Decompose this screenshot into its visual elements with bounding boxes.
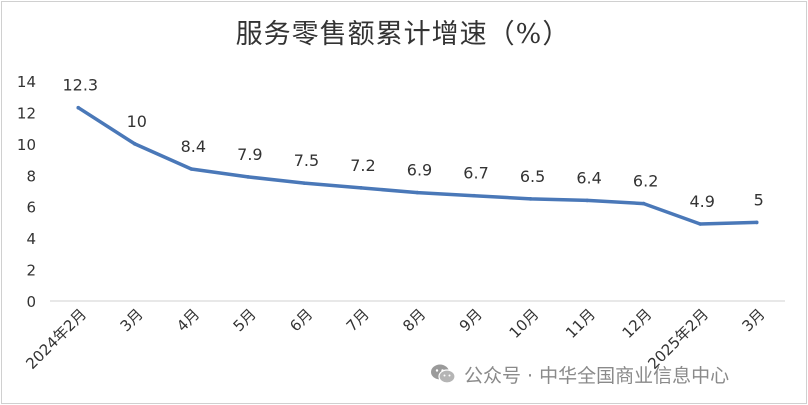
data-label: 4.9 <box>689 192 714 211</box>
x-tick-label: 10月 <box>506 305 543 342</box>
x-tick-label: 3月 <box>738 305 768 335</box>
data-point <box>641 201 646 206</box>
wechat-icon <box>431 364 456 384</box>
data-point <box>76 105 81 110</box>
data-label: 6.5 <box>520 167 545 186</box>
y-tick-label: 2 <box>26 262 36 280</box>
data-label: 7.2 <box>350 156 375 175</box>
x-tick-label: 9月 <box>456 305 486 335</box>
data-point <box>302 181 307 185</box>
x-tick-label: 8月 <box>399 305 429 335</box>
data-point <box>189 167 194 171</box>
y-tick-label: 10 <box>17 136 36 154</box>
chart-title: 服务零售额累计增速（%） <box>235 19 571 50</box>
data-point <box>359 186 363 190</box>
watermark-text: 公众号 · 中华全国商业信息中心 <box>464 364 730 387</box>
data-label: 6.4 <box>576 168 601 187</box>
data-label: 8.4 <box>181 137 206 156</box>
data-point <box>472 193 476 198</box>
data-label: 7.5 <box>294 151 319 170</box>
y-tick-label: 14 <box>17 73 36 91</box>
x-tick-label: 4月 <box>173 305 203 335</box>
y-tick-label: 12 <box>17 104 36 122</box>
data-label: 12.3 <box>62 76 98 95</box>
data-point <box>415 190 420 195</box>
x-tick-label: 5月 <box>230 305 260 335</box>
data-label-layer: 12.3 10 8.4 7.9 7.5 7.2 6.9 6.7 6.5 6.4 6.2 4.9 5 <box>62 76 763 211</box>
y-tick-label: 6 <box>26 199 36 217</box>
y-axis: 0 2 4 6 8 10 12 14 <box>17 73 36 311</box>
data-label: 7.9 <box>237 145 262 164</box>
x-tick-label: 11月 <box>562 305 599 342</box>
y-tick-label: 0 <box>26 293 36 311</box>
data-point <box>585 198 589 203</box>
data-label: 6.7 <box>463 164 488 183</box>
data-label: 6.2 <box>633 172 658 191</box>
data-point <box>246 175 250 179</box>
x-tick-label: 12月 <box>619 305 656 342</box>
x-tick-label: 3月 <box>117 305 147 335</box>
data-label: 6.9 <box>407 161 432 180</box>
data-point <box>133 142 137 146</box>
data-point <box>754 220 759 225</box>
y-tick-label: 8 <box>26 167 36 185</box>
watermark: 公众号 · 中华全国商业信息中心 <box>430 360 729 388</box>
data-point <box>698 222 702 226</box>
x-tick-label: 2024年2月 <box>22 305 90 373</box>
data-label: 10 <box>127 112 147 131</box>
data-point <box>528 197 533 201</box>
data-label: 5 <box>754 190 764 209</box>
x-tick-label: 7月 <box>343 305 373 335</box>
x-tick-label: 6月 <box>286 305 316 335</box>
series-layer <box>76 105 759 226</box>
y-tick-label: 4 <box>26 230 36 248</box>
